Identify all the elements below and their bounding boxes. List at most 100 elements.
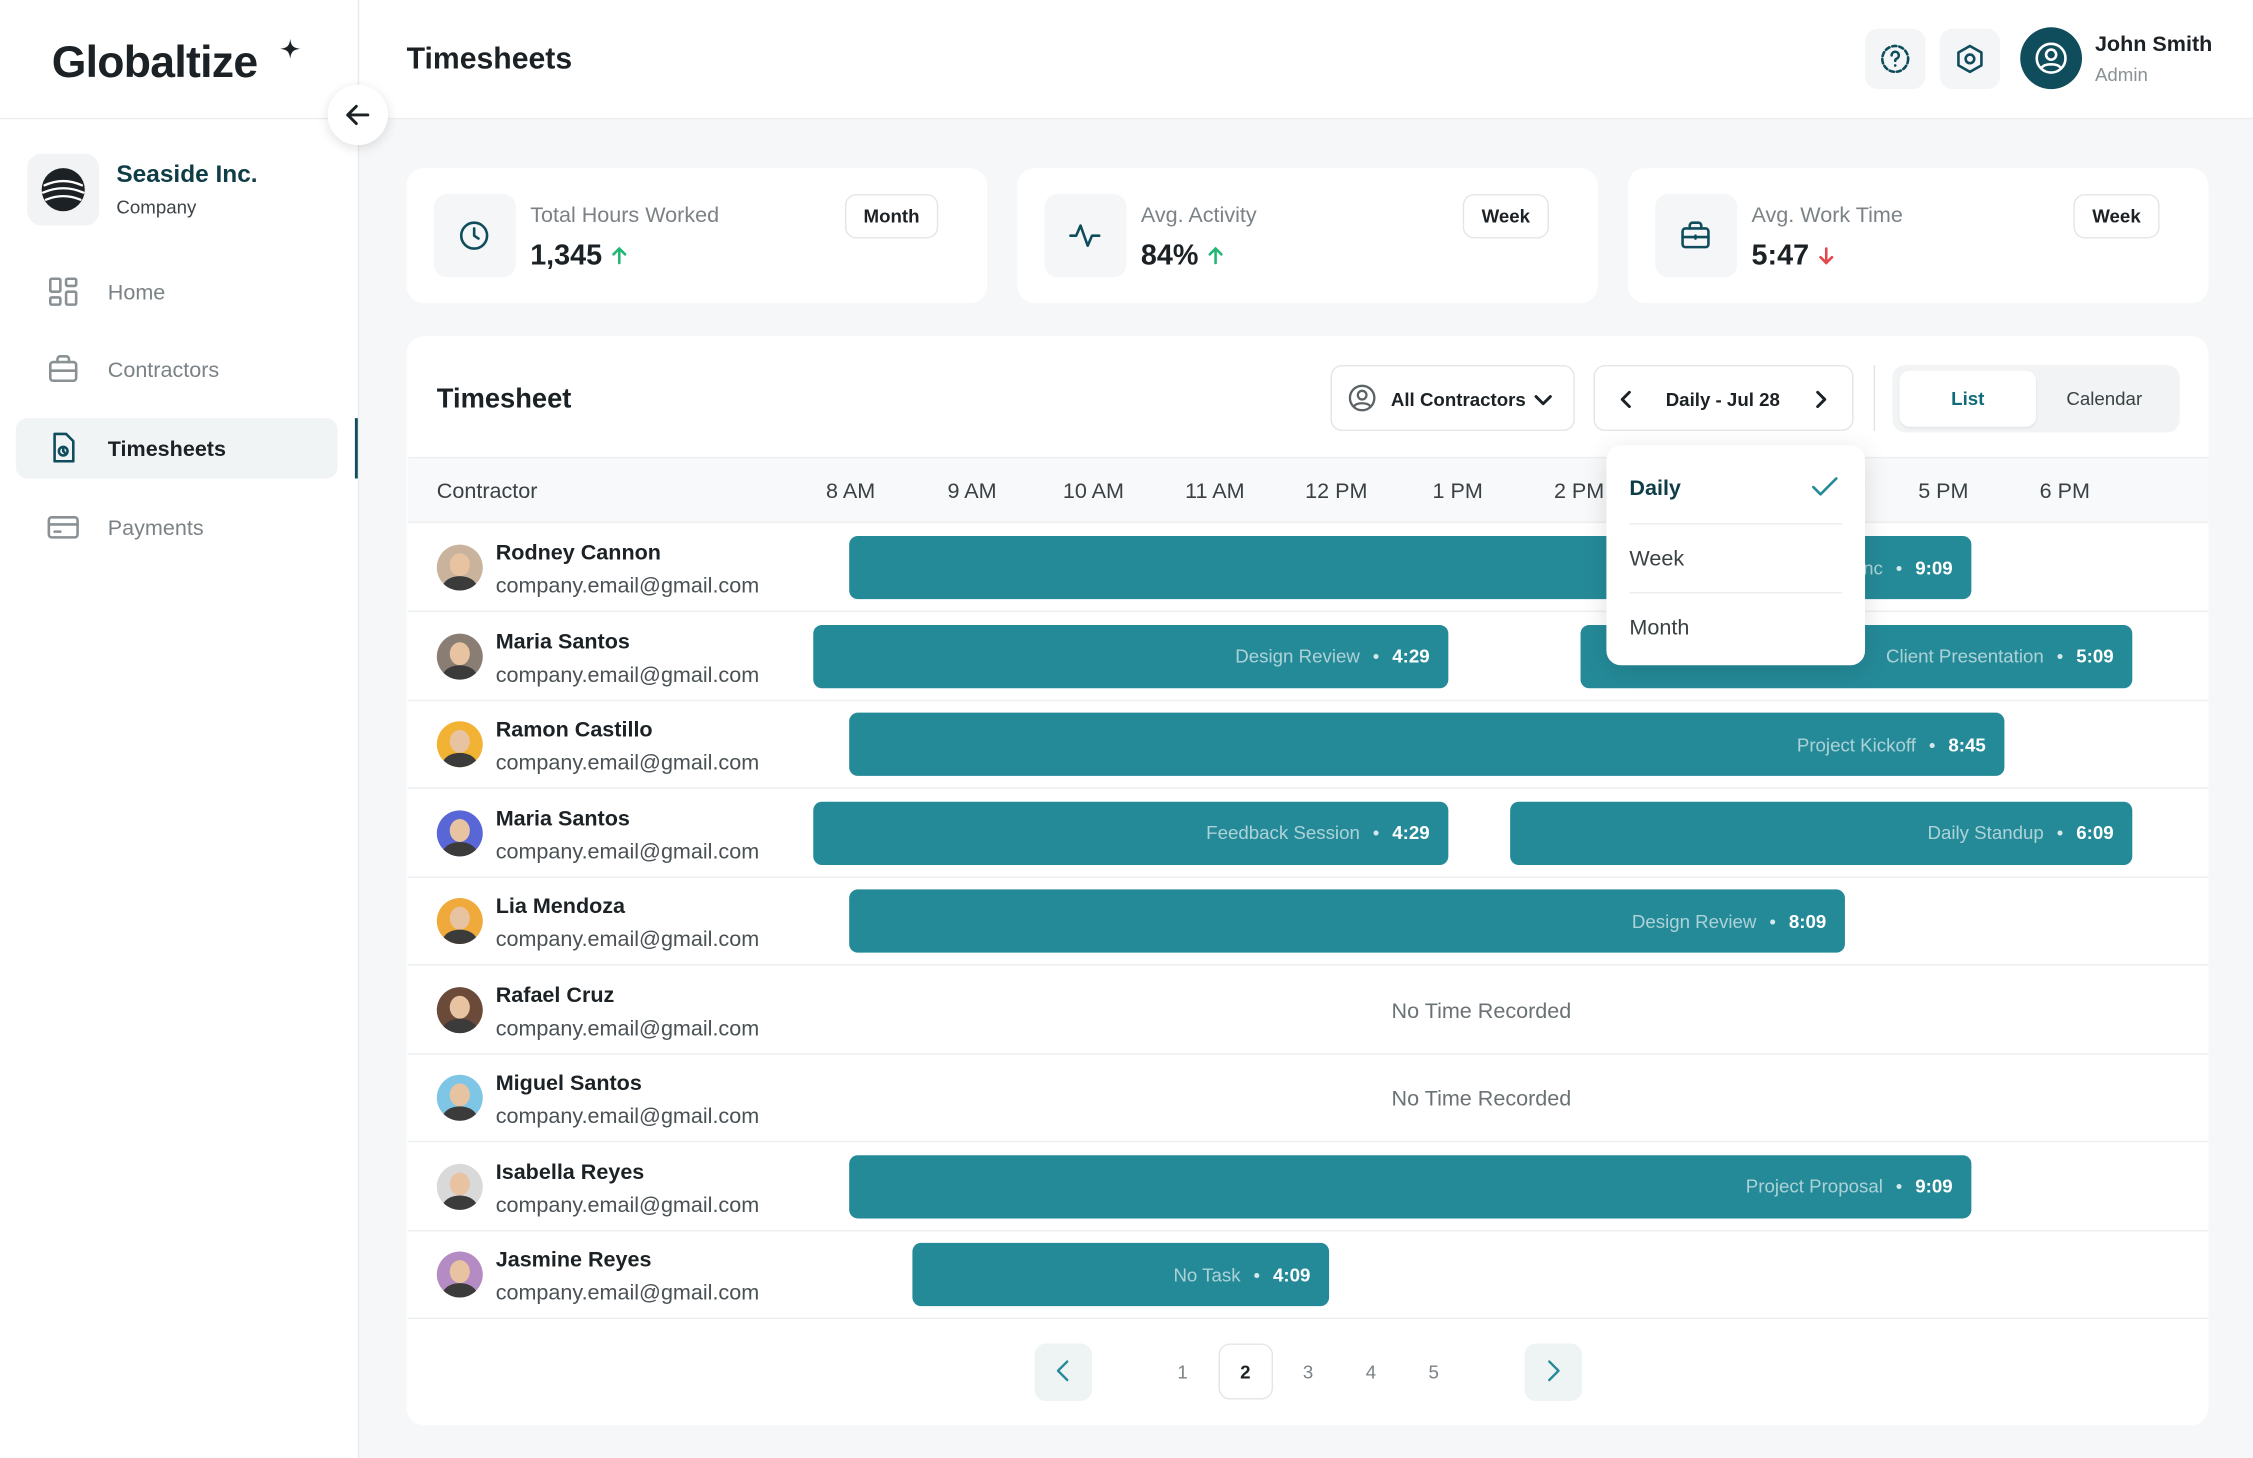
row-divider (408, 964, 2209, 966)
separator-dot: • (2056, 821, 2064, 844)
separator-dot: • (1769, 910, 1776, 932)
contractor-email: company.email@gmail.com (495, 839, 760, 864)
stat-icon (459, 221, 489, 250)
row-divider (408, 699, 2209, 701)
user-avatar[interactable] (2020, 27, 2083, 90)
stat-icon (1681, 221, 1710, 249)
avatar (436, 809, 483, 856)
task-name: Daily Standup (1927, 821, 2044, 844)
brand: Globaltize (51, 36, 258, 87)
period-button[interactable]: Month (844, 193, 939, 239)
avatar-face (449, 906, 470, 930)
page-number[interactable]: 4 (1365, 1361, 1377, 1383)
dropdown-option[interactable]: Week (1629, 546, 1685, 572)
time-bar[interactable]: Daily Standup • 6:09 (1510, 801, 2133, 865)
duration: 4:29 (1392, 821, 1430, 844)
period-label: Week (1481, 205, 1531, 228)
contractor-email: company.email@gmail.com (495, 1192, 760, 1218)
contractor-name: Miguel Santos (495, 1071, 642, 1096)
nav-item[interactable]: Timesheets (107, 437, 226, 462)
prev-page[interactable] (1034, 1343, 1093, 1401)
filter-chevron (1534, 395, 1552, 406)
filter-label: All Contractors (1390, 388, 1526, 411)
period-button[interactable]: Week (2073, 193, 2160, 239)
time-bar[interactable]: Project Kickoff • 8:45 (849, 712, 2005, 776)
nav-icon (48, 355, 78, 383)
duration: 5:09 (2076, 645, 2114, 667)
duration: 8:09 (1788, 910, 1827, 932)
no-time: No Time Recorded (1391, 1086, 1572, 1112)
nav-active-bg (15, 418, 338, 479)
duration: 4:09 (1273, 1263, 1311, 1286)
avatar-body (442, 576, 478, 591)
filter-user-icon (1348, 384, 1376, 412)
task-name: Design Review (1235, 645, 1360, 667)
nav-item[interactable]: Payments (107, 516, 204, 541)
contractor-name: Rodney Cannon (495, 540, 661, 566)
avatar-body (442, 1018, 478, 1033)
nav-item[interactable]: Home (107, 280, 166, 306)
prev-chevron (1056, 1360, 1069, 1382)
row-divider (408, 610, 2209, 613)
date-range[interactable] (1593, 364, 1854, 432)
contractor-name: Rafael Cruz (495, 982, 615, 1008)
stat-label: Avg. Activity (1140, 203, 1257, 228)
check-icon (1812, 477, 1838, 496)
avatar-face (449, 818, 470, 842)
task-name: Project Proposal (1745, 1175, 1883, 1197)
current-page-box (1218, 1343, 1273, 1400)
time-bar[interactable]: Feedback Session • 4:29 (813, 801, 1449, 865)
contractor-name: Ramon Castillo (495, 717, 653, 743)
page-number[interactable]: 2 (1240, 1361, 1251, 1383)
dropdown-option[interactable]: Daily (1629, 476, 1681, 501)
row-divider (408, 875, 2209, 878)
period-button[interactable]: Week (1462, 193, 1549, 239)
dropdown-option[interactable]: Month (1629, 615, 1690, 641)
contractor-filter[interactable] (1330, 364, 1575, 432)
view-tab[interactable]: Calendar (2036, 371, 2173, 427)
range-next[interactable] (1809, 388, 1832, 411)
view-tab[interactable]: List (1899, 370, 2037, 427)
period-dropdown (1606, 445, 1866, 666)
company-name: Seaside Inc. (116, 160, 258, 188)
separator-dot: • (1372, 821, 1380, 844)
avatar-body (442, 841, 478, 856)
time-bar[interactable]: Design Review • 4:29 (813, 624, 1449, 688)
page-title: Timesheets (406, 42, 573, 76)
separator-dot: • (1895, 1175, 1903, 1197)
contractor-email: company.email@gmail.com (495, 1280, 760, 1306)
task-name: Client Presentation (1885, 645, 2044, 667)
duration: 9:09 (1915, 1175, 1953, 1197)
trend-arrow (1198, 240, 1225, 272)
avatar (436, 721, 483, 768)
avatar-body (442, 1106, 478, 1121)
contractor-email: company.email@gmail.com (495, 1104, 760, 1129)
row-divider (408, 1229, 2209, 1231)
nav-item[interactable]: Contractors (107, 358, 220, 383)
duration: 8:45 (1948, 733, 1986, 756)
next-page[interactable] (1524, 1343, 1582, 1401)
header-divider (0, 117, 2253, 120)
settings-button[interactable] (1939, 28, 2001, 90)
avatar-face (449, 1171, 470, 1195)
contractor-name: Jasmine Reyes (495, 1247, 652, 1273)
page-number[interactable]: 3 (1302, 1361, 1314, 1383)
time-bar[interactable]: No Task • 4:09 (912, 1242, 1330, 1307)
range-prev[interactable] (1615, 388, 1638, 411)
page-number[interactable]: 5 (1428, 1361, 1439, 1383)
avatar-body (442, 1283, 478, 1298)
stat-value: 1,345 (530, 241, 629, 270)
view-label: List (1951, 387, 1985, 410)
sidebar (0, 0, 360, 1458)
nav-active-indicator (354, 418, 358, 479)
time-bar[interactable]: Design Review • 8:09 (849, 889, 1845, 953)
task-name: Feedback Session (1206, 821, 1360, 844)
nav-icon (53, 432, 75, 463)
page-number[interactable]: 1 (1177, 1361, 1188, 1383)
time-bar[interactable]: Project Proposal • 9:09 (849, 1154, 1972, 1218)
help-icon (1880, 44, 1910, 74)
user-icon (2035, 42, 2067, 74)
settings-icon (1957, 44, 1983, 74)
